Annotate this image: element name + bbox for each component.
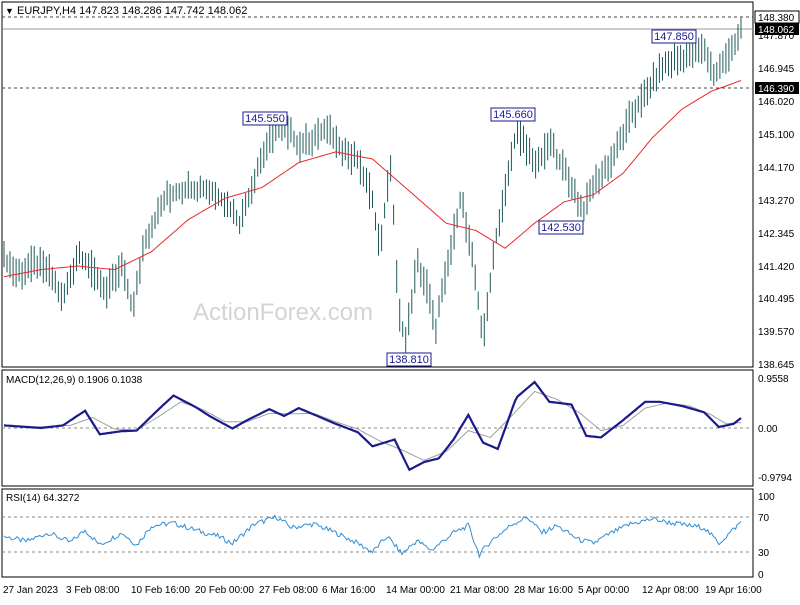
time-tick: 3 Feb 08:00 — [66, 585, 120, 596]
price-bars — [3, 17, 742, 353]
annotation-label: 142.530 — [541, 222, 581, 234]
rsi-title: RSI(14) 64.3272 — [6, 493, 80, 504]
chart-menu-icon[interactable]: ▼ — [5, 6, 14, 16]
price-tick: 144.170 — [758, 163, 795, 174]
annotation-label: 138.810 — [389, 354, 429, 366]
price-tick: 138.645 — [758, 360, 795, 371]
macd-tick: -0.9794 — [758, 473, 792, 484]
moving-average-line — [3, 80, 742, 278]
time-tick: 14 Mar 00:00 — [386, 585, 445, 596]
price-tick: 143.270 — [758, 196, 795, 207]
price-tick: 146.020 — [758, 97, 795, 108]
annotation-label: 145.660 — [493, 109, 533, 121]
annotation-138810: 138.810 — [386, 352, 432, 367]
time-tick: 6 Mar 16:00 — [322, 585, 376, 596]
watermark: ActionForex.com — [193, 299, 373, 326]
annotation-145660: 145.660 — [490, 107, 536, 122]
rsi-tick: 0 — [758, 570, 764, 581]
price-tick: 145.100 — [758, 130, 795, 141]
time-tick: 19 Apr 16:00 — [705, 585, 762, 596]
annotation-box — [242, 111, 288, 126]
macd-title: MACD(12,26,9) 0.1906 0.1038 — [6, 375, 143, 386]
support-level-badge: 146.390 — [755, 82, 799, 95]
macd-tick: 0.9558 — [758, 374, 789, 385]
macd-tick: 0.00 — [758, 424, 778, 435]
price-axis: 147.870 146.945 146.020 145.100 144.170 … — [758, 31, 795, 371]
price-panel-frame — [1, 1, 754, 368]
annotation-label: 145.550 — [245, 113, 285, 125]
rsi-line — [3, 514, 742, 559]
chart-frame — [1, 1, 754, 578]
rsi-tick: 100 — [758, 492, 775, 503]
price-tick: 139.570 — [758, 327, 795, 338]
annotation-145550: 145.550 — [242, 111, 288, 126]
time-tick: 28 Mar 16:00 — [514, 585, 573, 596]
price-tick: 142.345 — [758, 229, 795, 240]
annotation-142530: 142.530 — [538, 220, 584, 235]
current-price-badge: 148.062 — [755, 23, 799, 36]
badge-box — [755, 82, 799, 94]
price-tick: 140.495 — [758, 294, 795, 305]
time-tick: 10 Feb 16:00 — [131, 585, 190, 596]
time-tick: 21 Mar 08:00 — [450, 585, 509, 596]
macd-signal-line — [3, 390, 742, 461]
chart-title: EURJPY,H4 147.823 148.286 147.742 148.06… — [17, 5, 247, 17]
price-levels — [2, 16, 753, 89]
rsi-tick: 30 — [758, 548, 770, 559]
annotation-box — [386, 352, 432, 367]
macd-axis: 0.9558 0.00 -0.9794 — [758, 374, 792, 484]
time-tick: 12 Apr 08:00 — [642, 585, 699, 596]
annotation-147850: 147.850 — [651, 29, 697, 44]
annotation-label: 147.850 — [654, 31, 694, 43]
rsi-axis: 100 70 30 0 — [758, 492, 775, 581]
high-level-badge: 148.380 — [754, 10, 800, 24]
macd-line — [3, 380, 742, 472]
badge-text: 148.062 — [758, 25, 795, 36]
badge-text: 146.390 — [758, 84, 795, 95]
price-tick: 146.945 — [758, 64, 795, 75]
price-tick: 147.870 — [758, 31, 795, 42]
badge-text: 148.380 — [758, 13, 795, 24]
badge-box — [755, 23, 799, 35]
rsi-tick: 70 — [758, 513, 770, 524]
annotation-box — [651, 29, 697, 44]
time-tick: 27 Feb 08:00 — [259, 585, 318, 596]
time-axis: 27 Jan 2023 3 Feb 08:00 10 Feb 16:00 20 … — [3, 585, 762, 596]
time-tick: 5 Apr 00:00 — [578, 585, 630, 596]
annotation-box — [538, 220, 584, 235]
time-tick: 27 Jan 2023 — [3, 585, 58, 596]
time-tick: 20 Feb 00:00 — [195, 585, 254, 596]
annotation-box — [490, 107, 536, 122]
price-tick: 141.420 — [758, 262, 795, 273]
rsi-panel-frame — [1, 488, 754, 578]
